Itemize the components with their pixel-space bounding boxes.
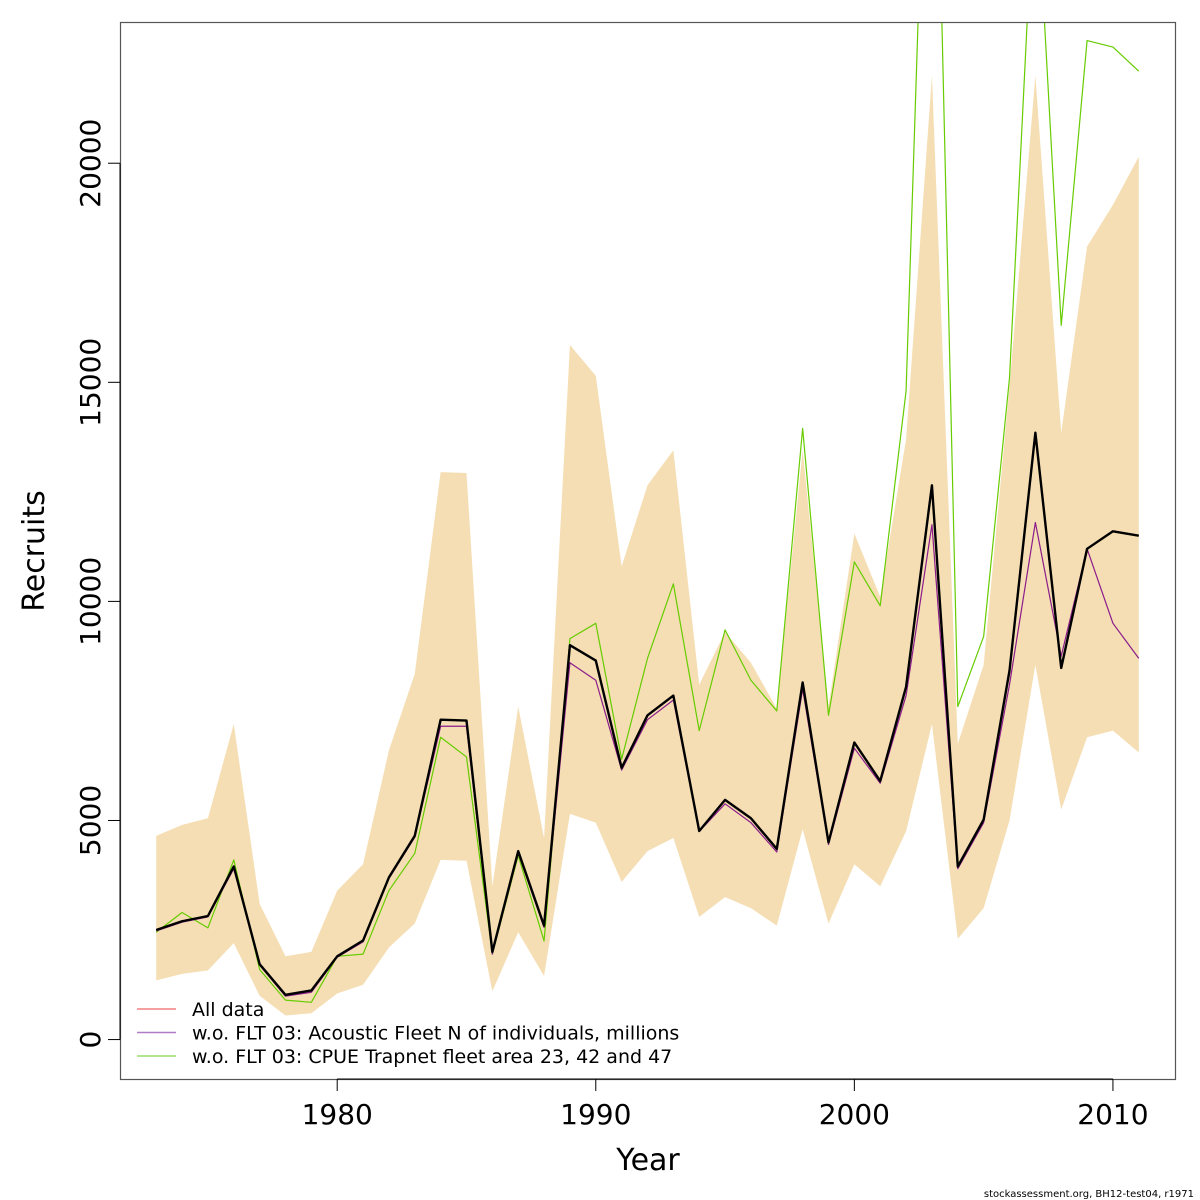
x-tick-label: 1980 [302,1098,373,1131]
legend-label: w.o. FLT 03: CPUE Trapnet fleet area 23,… [192,1046,672,1068]
y-tick-label: 10000 [74,557,107,646]
y-axis-label: Recruits [17,490,52,612]
legend-label: All data [192,999,264,1021]
confidence-band [156,75,1139,1016]
y-tick-label: 0 [74,1031,107,1049]
main-line-all-data [155,431,1139,997]
x-tick-label: 2000 [819,1098,890,1131]
x-tick-label: 2010 [1077,1098,1148,1131]
series-line-cpue-trapnet [155,23,1140,1003]
x-axis-label: Year [615,1143,680,1178]
legend-label: w.o. FLT 03: Acoustic Fleet N of individ… [192,1023,679,1045]
y-tick-label: 5000 [74,785,107,856]
x-tick-label: 1990 [560,1098,631,1131]
y-tick-label: 20000 [74,119,107,208]
footer-credit: stockassessment.org, BH12-test04, r1971 [984,1189,1194,1200]
y-tick-label: 15000 [74,338,107,427]
